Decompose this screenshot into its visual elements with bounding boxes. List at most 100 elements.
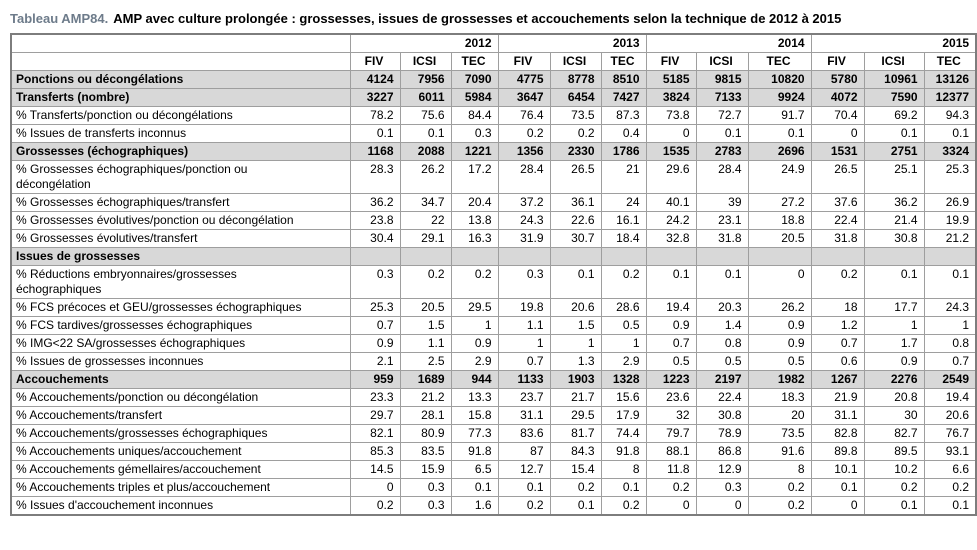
cell-value: 24.3 xyxy=(497,211,551,230)
cell-value: 37.6 xyxy=(810,193,865,212)
cell-value: 18 xyxy=(810,298,865,317)
corner-cell xyxy=(10,33,351,53)
technique-header-row: FIV ICSI TEC FIV ICSI TEC FIV ICSI TEC FIV ICSI TEC xyxy=(10,52,977,71)
table-body: Ponctions ou décongélations 4124 7956 7090 4… xyxy=(10,70,977,516)
cell-value: 36.2 xyxy=(863,193,925,212)
cell-value: 2197 xyxy=(695,370,749,389)
cell-value: 32 xyxy=(645,406,697,425)
cell-value xyxy=(923,247,977,266)
cell-value: 0.6 xyxy=(810,352,865,371)
cell-value: 0.2 xyxy=(863,478,925,497)
cell-value: 0.7 xyxy=(497,352,551,371)
cell-value: 76.4 xyxy=(497,106,551,125)
cell-value: 19.4 xyxy=(645,298,697,317)
cell-value: 0.1 xyxy=(863,496,925,516)
cell-value: 4775 xyxy=(497,70,551,89)
cell-value: 37.2 xyxy=(497,193,551,212)
table-row: % Grossesses échographiques/transfert 36.… xyxy=(10,193,977,212)
cell-value: 0.1 xyxy=(863,124,925,143)
row-label: Transferts (nombre) xyxy=(10,88,351,107)
technique-header: ICSI xyxy=(399,52,452,71)
table-row: % Grossesses échographiques/ponction ou … xyxy=(10,160,977,194)
table-row: % Grossesses évolutives/ponction ou déco… xyxy=(10,211,977,230)
cell-value: 0.4 xyxy=(600,124,647,143)
row-label: % Issues de transferts inconnus xyxy=(10,124,351,143)
cell-value: 0.2 xyxy=(549,124,602,143)
table-row: Transferts (nombre) 3227 6011 5984 3647 6454 7… xyxy=(10,88,977,107)
cell-value: 26.2 xyxy=(747,298,812,317)
cell-value: 7590 xyxy=(863,88,925,107)
row-label: Accouchements xyxy=(10,370,351,389)
cell-value: 6011 xyxy=(399,88,452,107)
technique-header: TEC xyxy=(747,52,812,71)
cell-value: 1535 xyxy=(645,142,697,161)
cell-value: 15.8 xyxy=(450,406,499,425)
cell-value: 2751 xyxy=(863,142,925,161)
cell-value: 0.1 xyxy=(863,265,925,299)
cell-value: 25.3 xyxy=(349,298,401,317)
cell-value: 31.1 xyxy=(497,406,551,425)
table-row: % FCS précoces et GEU/grossesses échogra… xyxy=(10,298,977,317)
cell-value: 0.1 xyxy=(923,496,977,516)
year-header-2012: 2012 xyxy=(349,33,499,53)
cell-value: 20.5 xyxy=(747,229,812,248)
cell-value: 29.5 xyxy=(450,298,499,317)
cell-value: 1 xyxy=(497,334,551,353)
cell-value: 2.1 xyxy=(349,352,401,371)
cell-value xyxy=(695,247,749,266)
cell-value: 40.1 xyxy=(645,193,697,212)
row-label: Grossesses (échographiques) xyxy=(10,142,351,161)
year-header-2015: 2015 xyxy=(810,33,977,53)
cell-value: 1689 xyxy=(399,370,452,389)
cell-value: 0 xyxy=(695,496,749,516)
row-label: % Accouchements triples et plus/accouche… xyxy=(10,478,351,497)
table-row: Accouchements 959 1689 944 1133 1903 1328 1223 2… xyxy=(10,370,977,389)
table-row: Grossesses (échographiques) 1168 2088 1221 1… xyxy=(10,142,977,161)
table-row: % Accouchements uniques/accouchement 85.3… xyxy=(10,442,977,461)
cell-value: 80.9 xyxy=(399,424,452,443)
cell-value: 8510 xyxy=(600,70,647,89)
cell-value: 0.7 xyxy=(645,334,697,353)
cell-value: 1.4 xyxy=(695,316,749,335)
row-label: % FCS précoces et GEU/grossesses échogra… xyxy=(10,298,351,317)
cell-value: 1328 xyxy=(600,370,647,389)
cell-value: 0 xyxy=(810,496,865,516)
cell-value: 14.5 xyxy=(349,460,401,479)
cell-value: 32.8 xyxy=(645,229,697,248)
cell-value: 21.2 xyxy=(399,388,452,407)
cell-value: 0.1 xyxy=(695,265,749,299)
table-row: Issues de grossesses xyxy=(10,247,977,266)
cell-value: 18.3 xyxy=(747,388,812,407)
cell-value: 1.1 xyxy=(497,316,551,335)
cell-value: 83.5 xyxy=(399,442,452,461)
cell-value: 0.3 xyxy=(349,265,401,299)
cell-value: 20.6 xyxy=(549,298,602,317)
cell-value: 1 xyxy=(549,334,602,353)
cell-value: 26.9 xyxy=(923,193,977,212)
cell-value: 2330 xyxy=(549,142,602,161)
cell-value: 12377 xyxy=(923,88,977,107)
cell-value: 22.6 xyxy=(549,211,602,230)
cell-value: 77.3 xyxy=(450,424,499,443)
cell-value: 1.6 xyxy=(450,496,499,516)
cell-value: 1.1 xyxy=(399,334,452,353)
cell-value xyxy=(645,247,697,266)
cell-value: 82.1 xyxy=(349,424,401,443)
cell-value: 24.3 xyxy=(923,298,977,317)
cell-value: 17.2 xyxy=(450,160,499,194)
cell-value: 0.9 xyxy=(349,334,401,353)
cell-value: 19.4 xyxy=(923,388,977,407)
cell-value: 91.7 xyxy=(747,106,812,125)
cell-value: 1 xyxy=(600,334,647,353)
row-label: % Accouchements/ponction ou décongélatio… xyxy=(10,388,351,407)
cell-value: 25.3 xyxy=(923,160,977,194)
row-label: % FCS tardives/grossesses échographiques xyxy=(10,316,351,335)
cell-value: 0.9 xyxy=(450,334,499,353)
cell-value: 0.5 xyxy=(645,352,697,371)
cell-value: 12.7 xyxy=(497,460,551,479)
cell-value: 24.2 xyxy=(645,211,697,230)
cell-value: 3824 xyxy=(645,88,697,107)
cell-value: 0.2 xyxy=(747,496,812,516)
data-table: 2012 2013 2014 2015 FIV ICSI TEC FIV ICSI TEC… xyxy=(10,33,977,516)
table-row: % Issues d'accouchement inconnues 0.2 0.3 1… xyxy=(10,496,977,516)
